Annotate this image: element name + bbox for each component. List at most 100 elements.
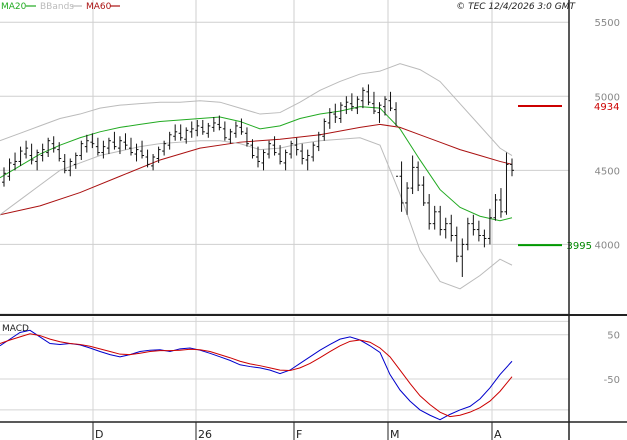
ohlc-bar [189, 121, 194, 138]
ohlc-bar [300, 143, 305, 165]
price-y-tick-label: 5000 [595, 92, 620, 103]
ohlc-bar [355, 96, 360, 115]
ohlc-bar [283, 149, 288, 171]
ohlc-bar [173, 124, 178, 141]
price-bars-group [2, 84, 514, 277]
ohlc-bar [305, 149, 310, 171]
ohlc-bar [129, 137, 133, 156]
macd-y-tick-label: -50 [604, 375, 620, 386]
ohlc-bar [388, 91, 393, 112]
x-tick-label: M [390, 428, 400, 440]
macd-series-macd [0, 329, 513, 421]
ohlc-bar [460, 238, 465, 277]
ohlc-bar [184, 127, 189, 144]
ohlc-bar [106, 137, 111, 155]
ohlc-bar [40, 143, 45, 162]
ohlc-bar [90, 133, 95, 149]
ohlc-bar [261, 149, 266, 171]
ohlc-bar [454, 226, 459, 263]
ohlc-bar [145, 149, 150, 168]
ohlc-bar [211, 117, 216, 132]
ohlc-bar [410, 155, 415, 195]
ohlc-bar [482, 229, 487, 248]
ohlc-bar [278, 145, 283, 165]
ohlc-bar [51, 136, 56, 153]
ohlc-bar [217, 115, 222, 131]
ohlc-bar [366, 84, 371, 106]
ohlc-bar [178, 124, 183, 141]
ohlc-bar [344, 96, 349, 115]
ohlc-bar [383, 96, 387, 116]
ohlc-bar [95, 137, 100, 156]
ohlc-bar [233, 121, 238, 138]
ohlc-bar [294, 137, 299, 156]
price-y-tick-label: 4500 [595, 166, 620, 177]
ohlc-bar [432, 205, 437, 230]
ohlc-bar [272, 136, 277, 156]
level-label-4934: 4934 [594, 102, 619, 113]
ohlc-bar [250, 139, 255, 159]
ohlc-bar [79, 140, 84, 160]
ohlc-bar [101, 140, 106, 159]
ohlc-bar [504, 152, 509, 215]
ohlc-bar [62, 154, 67, 174]
ohlc-bar [195, 119, 200, 137]
ohlc-bar [84, 134, 89, 153]
ohlc-bar [510, 158, 514, 177]
ohlc-bar [117, 136, 122, 155]
price-levels-group: 4934 3995 [518, 102, 619, 252]
ohlc-bar [476, 220, 481, 242]
legend-ma60-label: MA60 [86, 2, 112, 12]
ohlc-bar [167, 131, 172, 150]
ohlc-bar [333, 103, 338, 123]
ohlc-bar [24, 140, 29, 159]
ohlc-bar [267, 140, 272, 159]
ohlc-bar [57, 142, 62, 162]
ohlc-bar [244, 127, 249, 147]
price-y-tick-label: 5500 [595, 18, 620, 29]
ohlc-bar [399, 161, 404, 212]
ohlc-bar [493, 194, 498, 221]
copyright-text: © TEC 12/4/2026 3:0 GMT [456, 2, 576, 12]
ohlc-bar [371, 91, 376, 115]
ohlc-bar [327, 108, 332, 129]
x-tick-label: D [95, 428, 103, 440]
macd-axis: 50 -50 [604, 331, 620, 386]
price-y-tick-label: 4000 [595, 240, 620, 251]
series-bbands-lower [0, 137, 513, 290]
ohlc-bar [465, 217, 470, 251]
ohlc-bar [13, 152, 18, 171]
ohlc-bar [200, 119, 205, 135]
series-bbands-upper [0, 63, 513, 156]
ohlc-bar [162, 140, 167, 156]
ohlc-bar [2, 167, 6, 187]
x-tick-label: F [296, 428, 302, 440]
ohlc-bar [289, 140, 294, 159]
ohlc-bar [73, 152, 78, 169]
ohlc-bar [140, 140, 145, 159]
macd-series-signal [0, 333, 513, 418]
ohlc-bar [123, 133, 128, 150]
ohlc-bar [438, 205, 443, 236]
ohlc-bar [487, 208, 492, 245]
ohlc-bar [311, 142, 316, 162]
legend-bbands-label: BBands [40, 2, 74, 12]
macd-title: MACD [2, 324, 29, 334]
ohlc-bar [222, 121, 227, 141]
ohlc-bar [443, 217, 448, 239]
ohlc-bar [427, 194, 432, 230]
macd-y-tick-label: 50 [607, 331, 620, 342]
ohlc-bar [498, 188, 503, 218]
x-tick-label: 26 [198, 428, 212, 440]
ohlc-bar [134, 143, 139, 162]
ohlc-bar [349, 93, 354, 112]
ohlc-bar [239, 118, 244, 135]
level-label-3995: 3995 [567, 241, 592, 252]
ohlc-bar [360, 87, 365, 109]
ohlc-bar [394, 102, 399, 177]
ohlc-bar [35, 149, 40, 171]
price-axis: 4000 4500 5000 5500 [595, 18, 620, 251]
ohlc-bar [68, 158, 73, 177]
legend-ma20-label: MA20 [1, 2, 27, 12]
ohlc-bar [46, 137, 51, 157]
